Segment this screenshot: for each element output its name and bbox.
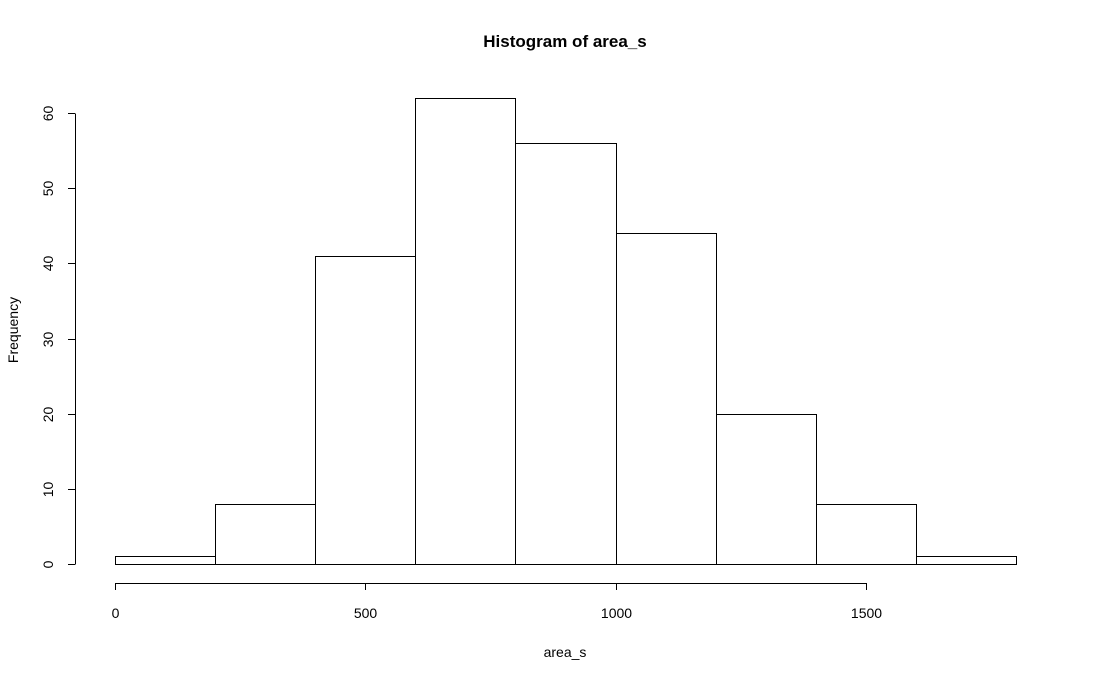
histogram-bar xyxy=(616,233,717,565)
histogram-bar xyxy=(515,143,617,565)
x-axis: 0 500 1000 1500 xyxy=(112,583,882,621)
y-tick-label: 50 xyxy=(40,181,56,197)
y-tick-label: 10 xyxy=(40,482,56,498)
histogram-bar xyxy=(415,98,516,565)
histogram-bar xyxy=(716,414,817,565)
x-tick-label: 0 xyxy=(112,605,120,621)
histogram-bar xyxy=(916,556,1017,565)
y-tick-label: 0 xyxy=(40,560,56,568)
histogram-bar xyxy=(215,504,316,565)
x-tick-label: 1500 xyxy=(851,605,882,621)
y-axis-label: Frequency xyxy=(5,297,21,363)
histogram-bar xyxy=(115,556,216,565)
y-tick-label: 60 xyxy=(40,106,56,122)
y-tick-label: 20 xyxy=(40,407,56,423)
x-tick-label: 1000 xyxy=(601,605,632,621)
bars-group xyxy=(115,98,1017,565)
y-tick-label: 40 xyxy=(40,256,56,272)
y-tick-label: 30 xyxy=(40,332,56,348)
chart-title: Histogram of area_s xyxy=(483,32,646,51)
x-tick-label: 500 xyxy=(354,605,378,621)
histogram-bar xyxy=(816,504,917,565)
y-axis: 0 10 20 30 40 50 60 xyxy=(40,106,76,568)
x-axis-label: area_s xyxy=(544,644,587,660)
histogram-bar xyxy=(315,256,416,565)
